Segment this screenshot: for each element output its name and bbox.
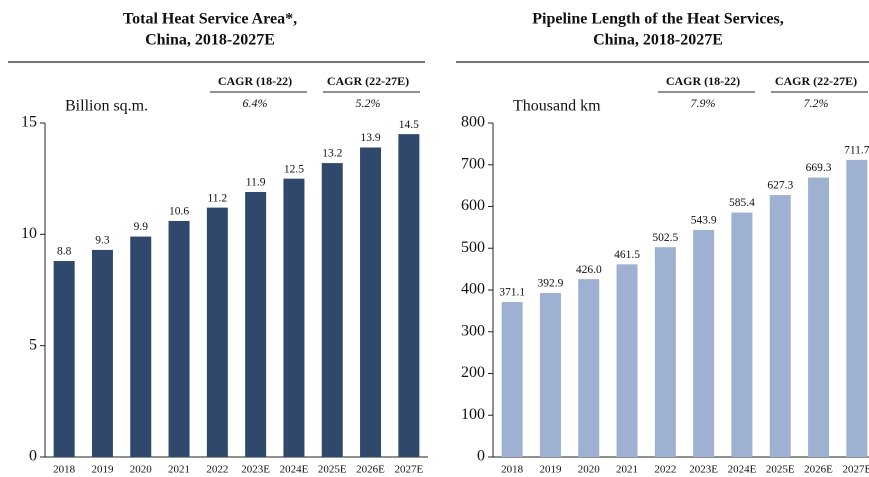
bar — [578, 279, 600, 457]
bar — [501, 302, 523, 457]
bar — [654, 247, 676, 457]
bar — [398, 134, 420, 457]
value-label: 585.4 — [729, 197, 755, 209]
y-tick-label: 600 — [461, 197, 485, 214]
y-tick-label: 700 — [461, 155, 485, 172]
x-tick-label: 2022 — [654, 464, 676, 476]
value-label: 12.5 — [284, 163, 304, 175]
value-label: 14.5 — [399, 119, 419, 131]
x-tick-label: 2018 — [53, 464, 76, 476]
bar — [91, 249, 113, 457]
bar — [808, 177, 830, 457]
x-tick-label: 2021 — [616, 464, 638, 476]
cagr-value: 5.2% — [356, 96, 381, 110]
x-tick-label: 2023E — [241, 464, 270, 476]
value-label: 9.3 — [95, 235, 110, 247]
y-tick-label: 0 — [29, 448, 37, 465]
x-tick-label: 2021 — [168, 464, 190, 476]
y-tick-label: 0 — [477, 448, 485, 465]
value-label: 392.9 — [538, 278, 564, 290]
x-tick-label: 2019 — [539, 464, 562, 476]
cagr-header: CAGR (18-22) — [666, 74, 740, 88]
x-tick-label: 2024E — [280, 464, 309, 476]
x-tick-label: 2022 — [206, 464, 228, 476]
value-label: 461.5 — [614, 249, 640, 261]
y-tick-label: 15 — [21, 114, 37, 131]
bar — [53, 261, 75, 457]
cagr-value: 6.4% — [243, 96, 268, 110]
cagr-value: 7.2% — [804, 96, 829, 110]
x-tick-label: 2027E — [394, 464, 423, 476]
bar — [693, 229, 715, 457]
bar — [245, 192, 267, 457]
bar — [321, 163, 343, 457]
bar — [616, 264, 638, 457]
x-tick-label: 2024E — [728, 464, 757, 476]
x-tick-label: 2018 — [501, 464, 524, 476]
value-label: 11.9 — [246, 177, 266, 189]
x-tick-label: 2025E — [766, 464, 795, 476]
x-tick-label: 2027E — [842, 464, 869, 476]
x-tick-label: 2019 — [91, 464, 114, 476]
x-tick-label: 2025E — [318, 464, 347, 476]
y-tick-label: 5 — [29, 336, 37, 353]
y-tick-label: 200 — [461, 364, 485, 381]
value-label: 543.9 — [691, 215, 717, 227]
value-label: 711.7 — [844, 145, 869, 157]
y-axis-label: Thousand km — [513, 98, 601, 115]
bar — [769, 195, 791, 458]
y-tick-label: 100 — [461, 406, 485, 423]
x-tick-label: 2023E — [689, 464, 718, 476]
chart-subtitle: China, 2018-2027E — [145, 32, 275, 49]
value-label: 8.8 — [57, 246, 72, 258]
y-tick-label: 500 — [461, 239, 485, 256]
cagr-header: CAGR (18-22) — [218, 74, 292, 88]
bar — [206, 207, 228, 457]
x-tick-label: 2020 — [130, 464, 153, 476]
value-label: 627.3 — [767, 180, 793, 192]
value-label: 9.9 — [134, 221, 149, 233]
y-tick-label: 300 — [461, 322, 485, 339]
value-label: 11.2 — [207, 192, 227, 204]
bar — [846, 159, 868, 458]
value-label: 502.5 — [652, 232, 678, 244]
bar — [731, 212, 753, 457]
value-label: 426.0 — [576, 264, 602, 276]
bar — [539, 292, 561, 457]
value-label: 669.3 — [806, 162, 832, 174]
chart-title: Total Heat Service Area*, — [123, 11, 297, 28]
cagr-header: CAGR (22-27E) — [775, 74, 857, 88]
value-label: 371.1 — [499, 287, 525, 299]
value-label: 10.6 — [169, 206, 189, 218]
x-tick-label: 2026E — [356, 464, 385, 476]
cagr-header: CAGR (22-27E) — [327, 74, 409, 88]
x-tick-label: 2020 — [578, 464, 601, 476]
value-label: 13.9 — [360, 132, 380, 144]
chart-subtitle: China, 2018-2027E — [593, 32, 723, 49]
y-tick-label: 400 — [461, 281, 485, 298]
bar — [130, 236, 152, 457]
x-tick-label: 2026E — [804, 464, 833, 476]
y-tick-label: 10 — [21, 225, 37, 242]
y-axis-label: Billion sq.m. — [65, 98, 148, 115]
bar — [283, 178, 305, 457]
bar — [360, 147, 382, 457]
y-tick-label: 800 — [461, 114, 485, 131]
chart-title: Pipeline Length of the Heat Services, — [532, 11, 784, 28]
bar — [168, 220, 190, 457]
cagr-value: 7.9% — [691, 96, 716, 110]
value-label: 13.2 — [322, 148, 342, 160]
